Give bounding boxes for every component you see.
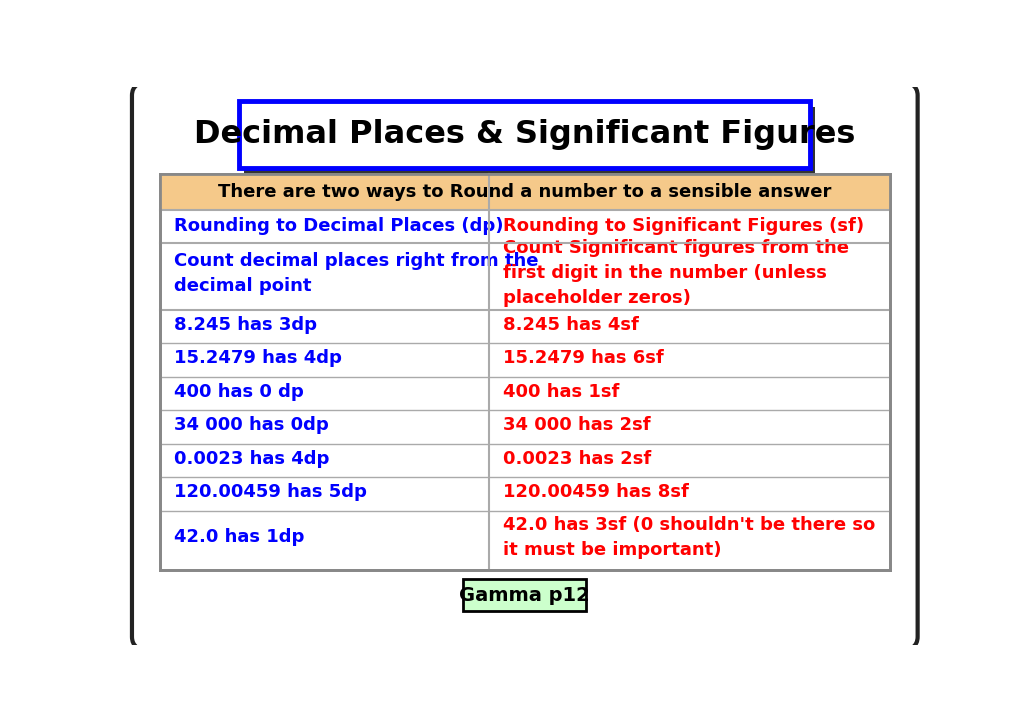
- Text: 120.00459 has 5dp: 120.00459 has 5dp: [174, 484, 367, 501]
- Text: 120.00459 has 8sf: 120.00459 has 8sf: [504, 484, 689, 501]
- Text: 15.2479 has 6sf: 15.2479 has 6sf: [504, 349, 665, 368]
- Text: Count decimal places right from the
decimal point: Count decimal places right from the deci…: [174, 252, 539, 294]
- Text: 34 000 has 2sf: 34 000 has 2sf: [504, 416, 651, 434]
- Text: Gamma p12: Gamma p12: [460, 586, 590, 605]
- Bar: [240, 101, 811, 168]
- Text: 400 has 1sf: 400 has 1sf: [504, 383, 620, 401]
- Text: Count Significant figures from the
first digit in the number (unless
placeholder: Count Significant figures from the first…: [504, 239, 849, 307]
- Text: 42.0 has 3sf (0 shouldn't be there so
it must be important): 42.0 has 3sf (0 shouldn't be there so it…: [504, 515, 876, 559]
- FancyBboxPatch shape: [132, 81, 918, 651]
- Text: 15.2479 has 4dp: 15.2479 has 4dp: [174, 349, 342, 368]
- Text: 0.0023 has 4dp: 0.0023 has 4dp: [174, 450, 330, 468]
- Text: 8.245 has 4sf: 8.245 has 4sf: [504, 316, 639, 334]
- Text: 42.0 has 1dp: 42.0 has 1dp: [174, 529, 304, 547]
- Text: 34 000 has 0dp: 34 000 has 0dp: [174, 416, 329, 434]
- Text: 400 has 0 dp: 400 has 0 dp: [174, 383, 304, 401]
- Bar: [463, 579, 587, 611]
- Bar: [244, 107, 815, 174]
- Text: Rounding to Decimal Places (dp): Rounding to Decimal Places (dp): [174, 218, 504, 236]
- Text: 8.245 has 3dp: 8.245 has 3dp: [174, 316, 317, 334]
- Bar: [160, 173, 890, 210]
- Text: Rounding to Significant Figures (sf): Rounding to Significant Figures (sf): [504, 218, 864, 236]
- Text: Decimal Places & Significant Figures: Decimal Places & Significant Figures: [195, 119, 855, 150]
- Text: There are two ways to Round a number to a sensible answer: There are two ways to Round a number to …: [218, 183, 831, 201]
- Bar: [160, 173, 890, 570]
- Text: 0.0023 has 2sf: 0.0023 has 2sf: [504, 450, 651, 468]
